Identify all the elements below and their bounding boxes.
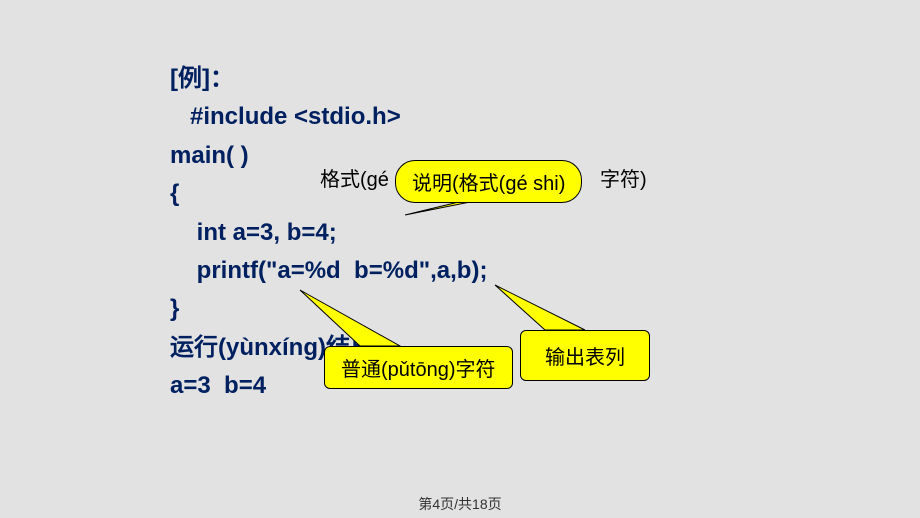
callout-pointer-right	[0, 0, 920, 518]
callout-right-text: 输出表列	[545, 347, 625, 369]
page-number: 第4页/共18页	[0, 494, 920, 514]
callout-output-list: 输出表列	[520, 330, 650, 381]
